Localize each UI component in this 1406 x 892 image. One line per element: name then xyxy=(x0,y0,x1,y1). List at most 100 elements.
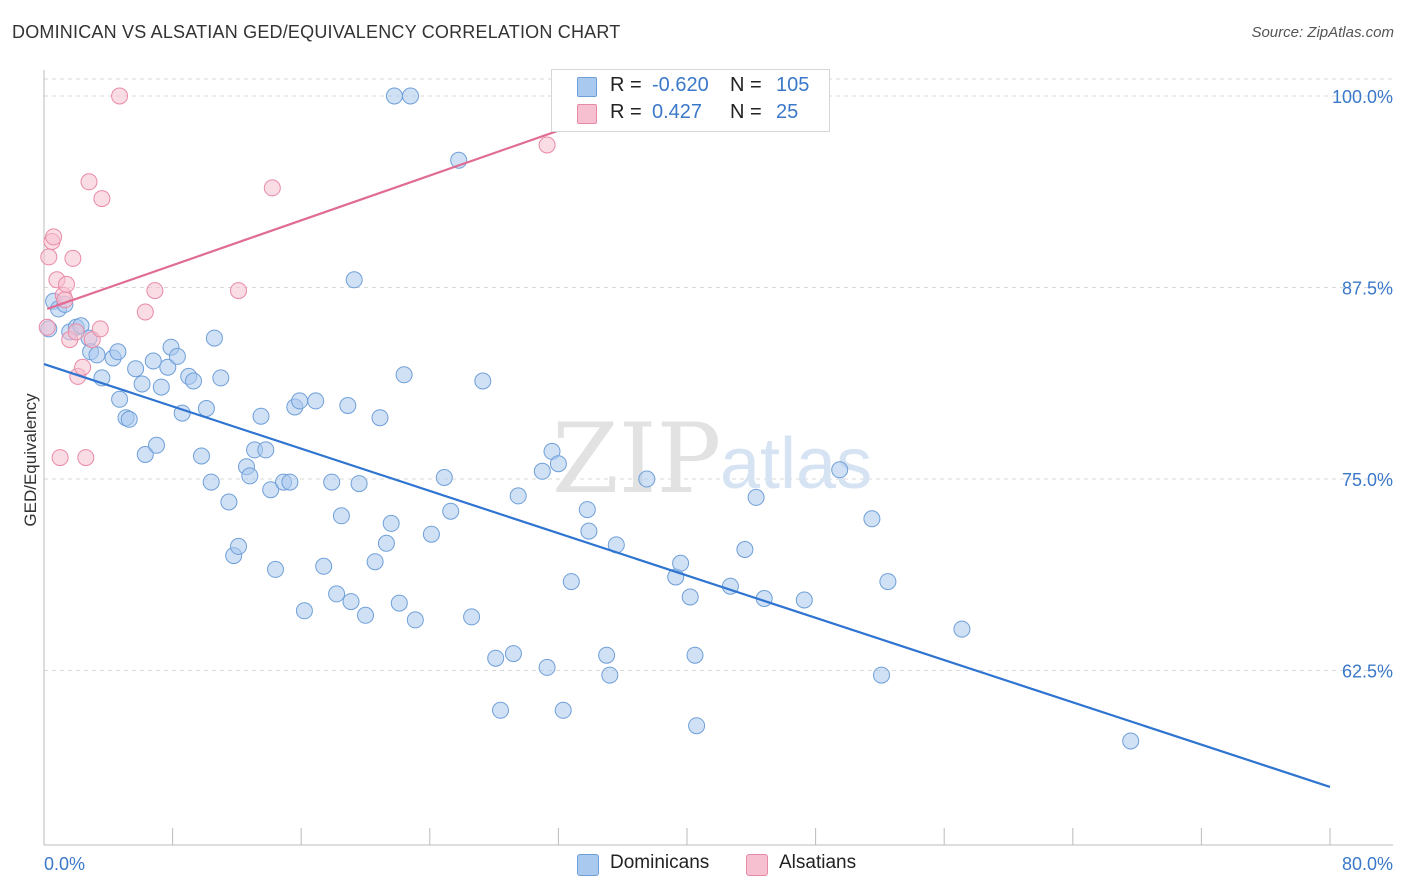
dominican-point xyxy=(382,514,400,532)
dominican-point xyxy=(463,608,481,626)
dominican-point xyxy=(747,488,765,506)
alsatian-point xyxy=(136,303,154,321)
dominican-point xyxy=(533,462,551,480)
dominican-point xyxy=(241,467,259,485)
axes xyxy=(43,70,1393,846)
dominican-point xyxy=(323,473,341,491)
dominican-point xyxy=(136,446,154,463)
alsatian-point xyxy=(263,179,281,197)
alsatian-point xyxy=(67,323,85,341)
dominican-point xyxy=(212,369,230,387)
dominican-swatch xyxy=(577,77,597,97)
dominican-point xyxy=(686,646,704,664)
dominican-point xyxy=(185,372,202,390)
dominican-point xyxy=(688,717,706,735)
dominican-legend-label: Dominicans xyxy=(610,852,710,873)
dominican-point xyxy=(127,360,145,378)
dominican-point xyxy=(109,343,127,361)
alsatian-point xyxy=(58,275,75,293)
chart-title: DOMINICAN VS ALSATIAN GED/EQUIVALENCY CO… xyxy=(12,22,621,42)
alsatian-point xyxy=(93,190,111,208)
dominican-point xyxy=(328,585,346,603)
dominican-point xyxy=(88,346,106,364)
data-points xyxy=(38,87,1140,750)
chart-source: Source: ZipAtlas.com xyxy=(1251,24,1394,41)
y-tick-label: 75.0% xyxy=(1342,470,1393,490)
dominican-point xyxy=(350,475,368,493)
correlation-legend: R = -0.620 N = 105 R = 0.427 N = 25 xyxy=(551,69,830,132)
gridlines xyxy=(44,78,1393,671)
dominican-point xyxy=(474,372,492,390)
dominican-point xyxy=(202,473,220,491)
dominican-point xyxy=(332,507,350,525)
dominican-point xyxy=(262,481,280,499)
alsatian-swatch xyxy=(577,104,597,124)
dominican-point xyxy=(159,358,177,376)
dominican-point xyxy=(385,87,403,105)
r-value: 0.427 xyxy=(652,101,703,123)
dominican-point xyxy=(406,611,424,629)
n-label: N = xyxy=(730,101,762,123)
dominican-point xyxy=(492,701,509,719)
alsatian-point xyxy=(74,358,92,376)
dominican-point xyxy=(342,593,360,611)
dominican-point xyxy=(873,666,890,684)
alsatian-legend-label: Alsatians xyxy=(779,852,857,873)
dominican-point xyxy=(390,594,408,612)
dominican-point xyxy=(580,522,598,540)
n-label: N = xyxy=(730,74,762,96)
n-value: 105 xyxy=(776,74,810,96)
x-tick-label: 80.0% xyxy=(1342,854,1393,874)
dominican-point xyxy=(111,390,129,408)
dominican-point xyxy=(638,470,656,488)
dominican-point xyxy=(509,487,527,505)
alsatian-point xyxy=(91,320,109,338)
dominican-point xyxy=(315,557,333,575)
dominican-point xyxy=(267,560,284,578)
dominican-point xyxy=(291,392,309,410)
dominican-point xyxy=(681,588,699,606)
dominican-point xyxy=(339,397,357,414)
y-axis-title: GED/Equivalency xyxy=(21,393,40,527)
watermark-zip: ZIP xyxy=(552,403,721,515)
dominican-point xyxy=(148,436,165,454)
dominican-point xyxy=(205,329,223,347)
dominican-point xyxy=(549,455,567,473)
alsatian-point xyxy=(45,228,63,246)
legend-row-dominicans: R = -0.620 N = 105 xyxy=(552,73,829,99)
alsatian-point xyxy=(38,318,56,336)
dominican-point xyxy=(366,553,384,571)
dominican-point xyxy=(220,493,238,511)
dominican-point xyxy=(601,666,619,684)
dominican-point xyxy=(578,501,596,519)
dominican-point xyxy=(357,606,374,624)
y-tick-label: 62.5% xyxy=(1342,662,1393,682)
dominican-point xyxy=(562,573,580,591)
alsatian-point xyxy=(64,249,82,267)
dominican-point xyxy=(672,554,690,572)
dominican-point xyxy=(144,352,162,370)
alsatian-point xyxy=(111,87,129,105)
dominican-point xyxy=(197,400,215,417)
x-tick-label: 0.0% xyxy=(44,854,85,874)
n-value: 25 xyxy=(776,101,799,123)
dominican-point xyxy=(377,534,395,552)
alsatian-point xyxy=(146,282,164,300)
dominican-point xyxy=(554,701,572,719)
r-label: R = xyxy=(610,101,642,123)
y-tick-label: 87.5% xyxy=(1342,279,1393,299)
dominican-point xyxy=(133,375,151,393)
alsatian-point xyxy=(230,282,247,300)
dominican-point xyxy=(422,525,440,543)
dominican-point xyxy=(371,409,389,427)
dominican-point xyxy=(152,378,170,396)
alsatian-point xyxy=(40,248,58,266)
y-tick-label: 100.0% xyxy=(1332,87,1393,107)
alsatian-point xyxy=(51,449,69,467)
dominican-point xyxy=(435,469,453,486)
dominican-point xyxy=(307,392,325,410)
dominican-point xyxy=(193,447,210,465)
dominican-point xyxy=(504,645,522,663)
